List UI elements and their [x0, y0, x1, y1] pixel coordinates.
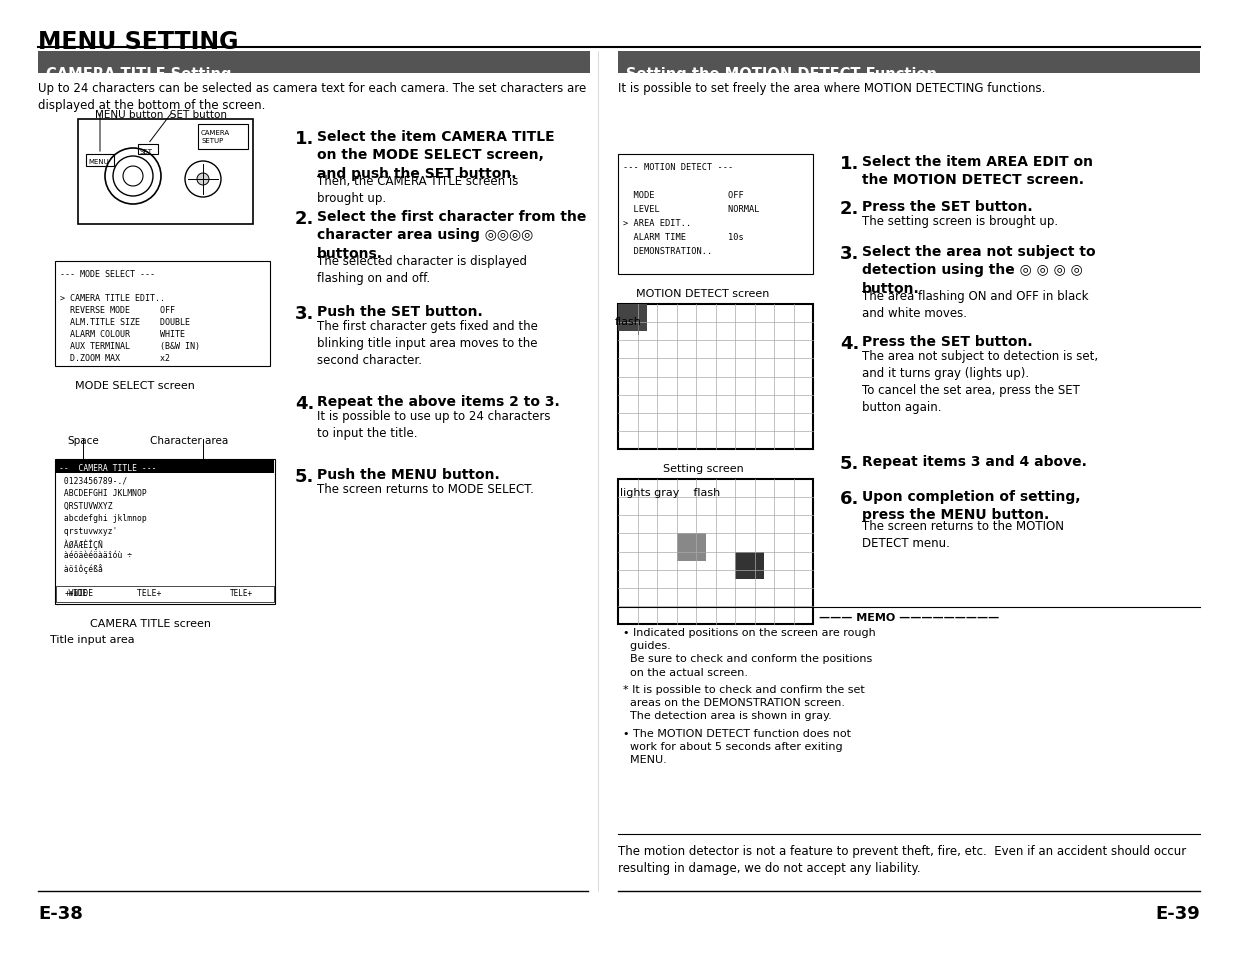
- Text: ——— MEMO —————————: ——— MEMO —————————: [819, 613, 999, 622]
- Text: Select the area not subject to
detection using the ◎ ◎ ◎ ◎
button.: Select the area not subject to detection…: [862, 245, 1095, 295]
- Text: Repeat items 3 and 4 above.: Repeat items 3 and 4 above.: [862, 455, 1087, 469]
- Text: The area not subject to detection is set,
and it turns gray (lights up).
To canc: The area not subject to detection is set…: [862, 350, 1098, 414]
- Text: Upon completion of setting,
press the MENU button.: Upon completion of setting, press the ME…: [862, 490, 1081, 522]
- Text: • Indicated positions on the screen are rough
  guides.
  Be sure to check and c: • Indicated positions on the screen are …: [622, 627, 876, 677]
- Text: Select the item AREA EDIT on
the MOTION DETECT screen.: Select the item AREA EDIT on the MOTION …: [862, 154, 1093, 187]
- Bar: [56, 586, 274, 602]
- Text: MENU SETTING: MENU SETTING: [38, 30, 238, 54]
- Circle shape: [198, 173, 209, 186]
- Text: ABCDEFGHI JKLMNOP: ABCDEFGHI JKLMNOP: [59, 489, 147, 497]
- Text: The first character gets fixed and the
blinking title input area moves to the
se: The first character gets fixed and the b…: [317, 319, 538, 367]
- Text: +WIDE: +WIDE: [65, 588, 88, 598]
- Text: Space: Space: [67, 436, 99, 446]
- Text: +WIDE         TELE+: +WIDE TELE+: [59, 588, 162, 598]
- Text: 5.: 5.: [295, 468, 315, 485]
- Bar: [618, 154, 813, 274]
- Text: ÀØÄÆÈÎÇÑ: ÀØÄÆÈÎÇÑ: [59, 538, 103, 549]
- Text: Press the SET button.: Press the SET button.: [862, 335, 1032, 349]
- Text: LEVEL             NORMAL: LEVEL NORMAL: [622, 205, 760, 213]
- Text: SET: SET: [140, 149, 153, 154]
- Text: QRSTUVWXYZ: QRSTUVWXYZ: [59, 501, 112, 510]
- Text: DEMONSTRATION..: DEMONSTRATION..: [622, 247, 713, 255]
- Text: Press the SET button.: Press the SET button.: [862, 200, 1032, 213]
- Text: Setting the MOTION DETECT Function: Setting the MOTION DETECT Function: [626, 67, 937, 82]
- Text: • The MOTION DETECT function does not
  work for about 5 seconds after exiting
 : • The MOTION DETECT function does not wo…: [622, 728, 851, 764]
- Bar: [138, 145, 158, 154]
- Bar: [618, 479, 813, 624]
- Text: CAMERA
SETUP: CAMERA SETUP: [201, 130, 230, 144]
- Text: 4.: 4.: [295, 395, 315, 413]
- Text: lights gray    flash: lights gray flash: [620, 488, 720, 497]
- Text: --- MOTION DETECT ---: --- MOTION DETECT ---: [622, 163, 734, 172]
- Text: MODE              OFF: MODE OFF: [622, 191, 743, 200]
- Text: ALARM TIME        10s: ALARM TIME 10s: [622, 233, 743, 242]
- Text: CAMERA TITLE Setting: CAMERA TITLE Setting: [46, 67, 231, 82]
- Text: MOTION DETECT screen: MOTION DETECT screen: [636, 289, 769, 298]
- Text: qrstuvwxyz': qrstuvwxyz': [59, 526, 117, 535]
- Text: The screen returns to the MOTION
DETECT menu.: The screen returns to the MOTION DETECT …: [862, 519, 1065, 550]
- Text: 2.: 2.: [840, 200, 860, 218]
- Bar: [677, 534, 705, 561]
- Bar: [735, 552, 764, 579]
- Text: àéöäèéöàäîóù ÷: àéöäèéöàäîóù ÷: [59, 551, 132, 560]
- Text: Select the item CAMERA TITLE
on the MODE SELECT screen,
and push the SET button.: Select the item CAMERA TITLE on the MODE…: [317, 130, 555, 181]
- Text: 2.: 2.: [295, 210, 315, 228]
- Bar: [56, 262, 270, 367]
- Text: Repeat the above items 2 to 3.: Repeat the above items 2 to 3.: [317, 395, 559, 409]
- Text: TELE+: TELE+: [230, 588, 253, 598]
- Bar: [56, 459, 275, 604]
- Text: Character area: Character area: [149, 436, 228, 446]
- Text: It is possible to use up to 24 characters
to input the title.: It is possible to use up to 24 character…: [317, 410, 551, 439]
- Text: Title input area: Title input area: [49, 635, 135, 644]
- Text: 1.: 1.: [295, 130, 315, 148]
- Bar: [198, 125, 248, 150]
- Text: Select the first character from the
character area using ◎◎◎◎
buttons.: Select the first character from the char…: [317, 210, 587, 260]
- Text: flash: flash: [615, 316, 642, 327]
- Text: > CAMERA TITLE EDIT..: > CAMERA TITLE EDIT..: [61, 294, 165, 303]
- Text: 6.: 6.: [840, 490, 860, 507]
- Text: REVERSE MODE      OFF: REVERSE MODE OFF: [61, 306, 175, 314]
- Text: The motion detector is not a feature to prevent theft, fire, etc.  Even if an ac: The motion detector is not a feature to …: [618, 844, 1187, 874]
- Bar: [56, 460, 274, 474]
- Text: D.ZOOM MAX        x2: D.ZOOM MAX x2: [61, 354, 170, 363]
- Text: The area flashing ON and OFF in black
and white moves.: The area flashing ON and OFF in black an…: [862, 290, 1088, 319]
- Text: CAMERA TITLE screen: CAMERA TITLE screen: [90, 618, 211, 628]
- Text: E-38: E-38: [38, 904, 83, 923]
- Text: It is possible to set freely the area where MOTION DETECTING functions.: It is possible to set freely the area wh…: [618, 82, 1045, 95]
- Text: Push the MENU button.: Push the MENU button.: [317, 468, 500, 481]
- Text: 3.: 3.: [295, 305, 315, 323]
- Text: The selected character is displayed
flashing on and off.: The selected character is displayed flas…: [317, 254, 527, 285]
- Bar: [78, 120, 253, 225]
- Text: 3.: 3.: [840, 245, 860, 263]
- Text: The screen returns to MODE SELECT.: The screen returns to MODE SELECT.: [317, 482, 534, 496]
- Text: MENU button  SET button: MENU button SET button: [95, 110, 227, 120]
- Text: ALARM COLOUR      WHITE: ALARM COLOUR WHITE: [61, 330, 185, 338]
- Text: AUX TERMINAL      (B&W IN): AUX TERMINAL (B&W IN): [61, 341, 200, 351]
- Text: 1.: 1.: [840, 154, 860, 172]
- Text: MODE SELECT screen: MODE SELECT screen: [75, 380, 195, 391]
- Text: * It is possible to check and confirm the set
  areas on the DEMONSTRATION scree: * It is possible to check and confirm th…: [622, 684, 864, 720]
- Text: ALM.TITLE SIZE    DOUBLE: ALM.TITLE SIZE DOUBLE: [61, 317, 190, 327]
- Text: 4.: 4.: [840, 335, 860, 353]
- Text: E-39: E-39: [1155, 904, 1200, 923]
- Text: Setting screen: Setting screen: [663, 463, 743, 474]
- Text: 5.: 5.: [840, 455, 860, 473]
- Text: MENU: MENU: [88, 159, 109, 165]
- Text: abcdefghi jklmnop: abcdefghi jklmnop: [59, 514, 147, 522]
- Bar: [38, 52, 590, 74]
- Text: 0123456789-./: 0123456789-./: [59, 476, 127, 485]
- Text: The setting screen is brought up.: The setting screen is brought up.: [862, 214, 1058, 228]
- Text: --  CAMERA TITLE ---: -- CAMERA TITLE ---: [59, 463, 157, 473]
- Bar: [618, 305, 647, 332]
- Bar: [86, 154, 114, 167]
- Bar: [618, 52, 1200, 74]
- Text: Then, the CAMERA TITLE screen is
brought up.: Then, the CAMERA TITLE screen is brought…: [317, 174, 519, 205]
- Text: > AREA EDIT..: > AREA EDIT..: [622, 219, 692, 228]
- Text: Up to 24 characters can be selected as camera text for each camera. The set char: Up to 24 characters can be selected as c…: [38, 82, 587, 112]
- Bar: [618, 305, 813, 450]
- Text: --- MODE SELECT ---: --- MODE SELECT ---: [61, 270, 156, 278]
- Text: àöîôçéßå: àöîôçéßå: [59, 563, 103, 574]
- Text: Push the SET button.: Push the SET button.: [317, 305, 483, 318]
